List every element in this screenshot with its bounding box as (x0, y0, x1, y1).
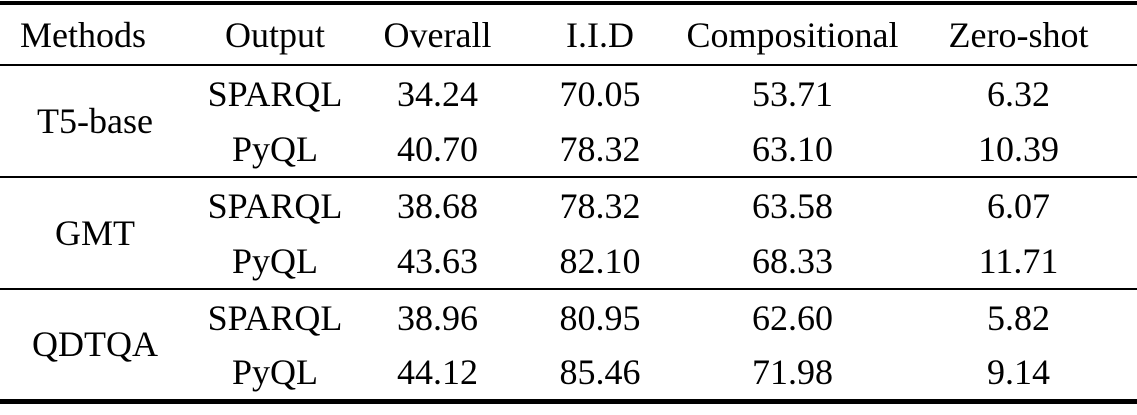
group-qdtqa: QDTQA SPARQL 38.96 80.95 62.60 5.82 PyQL… (0, 289, 1137, 401)
col-header-methods: Methods (20, 14, 146, 55)
col-header-output: Output (224, 14, 325, 55)
compositional-cell: 63.58 (752, 185, 833, 226)
compositional-cell: 68.33 (752, 240, 833, 281)
table-row: PyQL 40.70 78.32 63.10 10.39 (0, 121, 1137, 177)
zero-shot-cell: 9.14 (987, 351, 1050, 392)
zero-shot-cell: 6.07 (987, 185, 1050, 226)
output-cell: PyQL (231, 240, 318, 281)
compositional-cell: 63.10 (752, 128, 833, 169)
zero-shot-cell: 6.32 (987, 73, 1050, 114)
header-row: Methods Output Overall I.I.D Composition… (0, 3, 1137, 65)
col-header-overall: Overall (383, 14, 492, 55)
table-row: PyQL 43.63 82.10 68.33 11.71 (0, 233, 1137, 289)
overall-cell: 43.63 (397, 240, 478, 281)
zero-shot-cell: 11.71 (978, 240, 1059, 281)
group-gmt: GMT SPARQL 38.68 78.32 63.58 6.07 PyQL 4… (0, 177, 1137, 289)
table-row: T5-base SPARQL 34.24 70.05 53.71 6.32 (0, 65, 1137, 142)
group-t5-base: T5-base SPARQL 34.24 70.05 53.71 6.32 Py… (0, 65, 1137, 177)
overall-cell: 34.24 (397, 73, 478, 114)
col-header-zero-shot: Zero-shot (948, 14, 1089, 55)
overall-cell: 40.70 (397, 128, 478, 169)
method-name-qdtqa: QDTQA (32, 324, 158, 365)
compositional-cell: 62.60 (752, 297, 833, 338)
overall-cell: 38.68 (397, 185, 478, 226)
table-row: PyQL 44.12 85.46 71.98 9.14 (0, 345, 1137, 401)
compositional-cell: 53.71 (752, 73, 833, 114)
output-cell: PyQL (231, 351, 318, 392)
output-cell: SPARQL (207, 185, 343, 226)
overall-cell: 44.12 (397, 351, 478, 392)
iid-cell: 82.10 (559, 240, 641, 281)
iid-cell: 85.46 (559, 351, 641, 392)
iid-cell: 70.05 (559, 73, 641, 114)
col-header-compositional: Compositional (686, 14, 899, 55)
table-header: Methods Output Overall I.I.D Composition… (0, 3, 1137, 65)
col-header-iid: I.I.D (566, 14, 634, 55)
table-row: QDTQA SPARQL 38.96 80.95 62.60 5.82 (0, 289, 1137, 365)
output-cell: SPARQL (207, 73, 343, 114)
results-table: Methods Output Overall I.I.D Composition… (0, 1, 1137, 404)
iid-cell: 78.32 (559, 185, 641, 226)
iid-cell: 78.32 (559, 128, 641, 169)
zero-shot-cell: 10.39 (978, 128, 1059, 169)
compositional-cell: 71.98 (752, 351, 833, 392)
output-cell: PyQL (231, 128, 318, 169)
table-row: GMT SPARQL 38.68 78.32 63.58 6.07 (0, 177, 1137, 254)
method-name-t5-base: T5-base (37, 101, 153, 141)
method-name-gmt: GMT (55, 213, 135, 253)
output-cell: SPARQL (207, 297, 343, 338)
iid-cell: 80.95 (559, 297, 641, 338)
zero-shot-cell: 5.82 (987, 297, 1050, 338)
overall-cell: 38.96 (397, 297, 478, 338)
